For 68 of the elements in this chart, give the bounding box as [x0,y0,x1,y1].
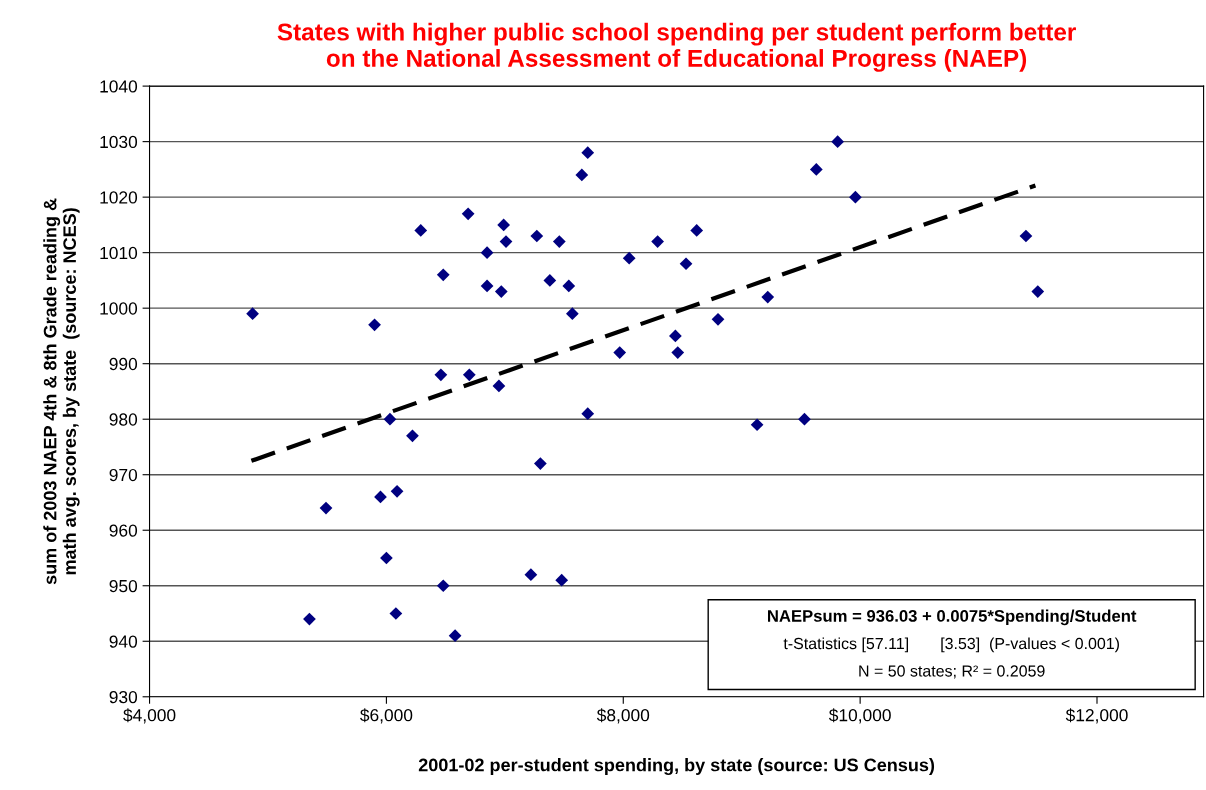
point [711,312,725,326]
point [436,579,450,593]
point [434,368,448,382]
point [494,285,508,298]
x-tick-label: $6,000 [360,708,413,724]
point [565,307,579,321]
point [690,224,704,237]
y-tick-label: 980 [109,413,138,426]
point [414,224,428,237]
point [849,190,862,204]
chart-title: States with higher public school spending per student perform better on the National Assessment of Educational Progress (NAEP) [277,22,1076,72]
point [390,485,404,498]
point [555,573,569,587]
y-tick-label: 1010 [100,246,138,260]
point [831,135,844,148]
x-tick-label: $4,000 [123,708,176,724]
point [448,629,462,643]
point [581,146,595,160]
point [562,279,576,293]
point [530,229,544,243]
y-tick-label: 990 [109,357,138,371]
point [497,218,511,232]
y-tick-label: 930 [109,690,138,704]
point [462,368,476,382]
point [613,346,627,359]
point [1031,285,1045,298]
point [581,407,595,421]
y-tick-label: 1030 [100,135,138,149]
point [669,329,682,343]
point [461,207,475,221]
point [761,290,775,304]
y-tick-label: 1040 [100,80,138,93]
x-tick-label: $8,000 [596,708,650,724]
y-tick-label: 1000 [100,302,138,315]
point [622,251,636,265]
y-tick-label: 1020 [100,191,138,204]
point [671,346,685,359]
annotation: N = 50 states; R² = 0.2059 [859,665,1045,679]
point [406,429,419,443]
point [1019,229,1033,243]
point [809,163,823,176]
point [383,412,397,426]
point [543,274,557,287]
point [575,168,589,182]
y-axis-title: sum of 2003 NAEP 4th & 8th Grade reading & math avg. scores, by state (source: NCES) [43,198,80,585]
y-tick-label: 940 [109,635,138,648]
point [679,257,693,271]
point [750,418,764,432]
point [552,235,566,248]
point [798,412,811,426]
y-tick-label: 970 [109,468,138,482]
x-axis-title: 2001-02 per-student spending, by state (source: US Census) [418,758,935,776]
point [319,501,333,515]
point [534,457,547,470]
point [524,568,538,582]
x-tick-label: $12,000 [1065,708,1128,724]
point [480,246,494,260]
y-tick-label: 950 [109,579,138,593]
point [436,268,450,282]
point [651,235,664,248]
point [246,307,259,321]
y-tick-label: 960 [109,524,138,537]
x-tick-label: $10,000 [828,708,891,724]
point [492,379,506,393]
annotation: NAEPsum = 936.03 + 0.0075*Spending/Student [768,609,1137,626]
annotation: t-Statistics [57.11] [3.53] (P-values < 0.001) [783,637,1119,653]
point [368,318,381,332]
point [480,279,494,293]
